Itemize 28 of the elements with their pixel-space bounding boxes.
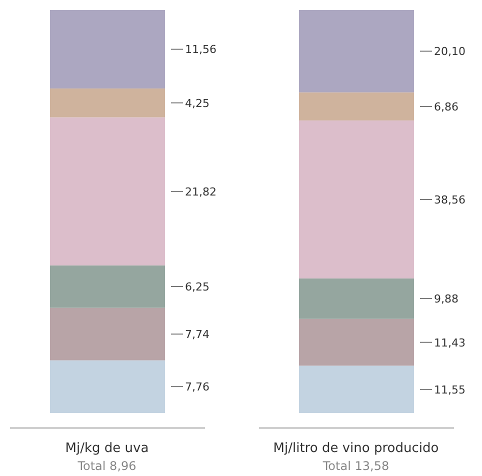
data-label: 4,25 bbox=[185, 96, 210, 110]
text: Total 8,96 bbox=[76, 459, 136, 473]
data-label: 6,86 bbox=[434, 100, 458, 114]
bar bbox=[299, 366, 414, 413]
data-label: 20,10 bbox=[434, 45, 466, 58]
data-label: 11,43 bbox=[434, 336, 466, 350]
data-label: 21,82 bbox=[185, 185, 216, 198]
data-label: 38,56 bbox=[434, 193, 466, 206]
bar bbox=[50, 117, 165, 266]
bar bbox=[50, 308, 165, 360]
bar bbox=[299, 318, 414, 366]
bar bbox=[299, 10, 414, 92]
x-axis-title: Mj/litro de vino producido bbox=[273, 441, 439, 456]
data-label: 9,88 bbox=[434, 292, 458, 306]
x-axis-title: Mj/kg de uva bbox=[65, 441, 149, 456]
bar bbox=[50, 360, 165, 413]
data-label: 7,74 bbox=[185, 328, 210, 342]
bar bbox=[50, 265, 165, 308]
text: Total 13,58 bbox=[322, 459, 390, 473]
data-label: 11,56 bbox=[185, 43, 216, 56]
bar bbox=[299, 120, 414, 278]
bar bbox=[50, 10, 165, 88]
bar bbox=[50, 88, 165, 118]
data-label: 7,76 bbox=[185, 380, 210, 394]
data-label: 6,25 bbox=[185, 280, 210, 294]
data-label: 11,55 bbox=[434, 383, 466, 396]
bar bbox=[299, 278, 414, 319]
bar bbox=[299, 92, 414, 120]
